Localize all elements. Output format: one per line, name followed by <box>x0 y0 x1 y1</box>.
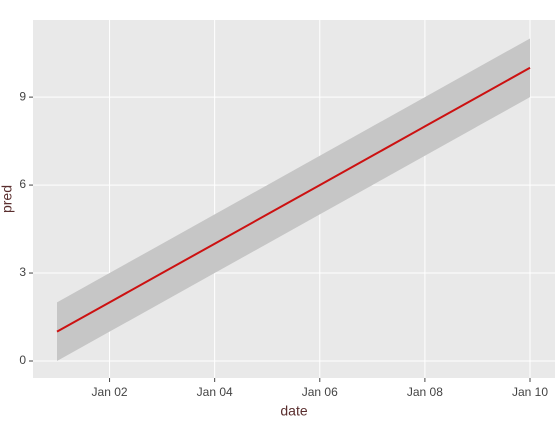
y-tick-label: 9 <box>19 89 26 103</box>
prediction-line <box>56 66 531 333</box>
x-tick-label: Jan 04 <box>197 385 233 399</box>
x-tick-label: Jan 08 <box>407 385 443 399</box>
x-tick-label: Jan 06 <box>302 385 338 399</box>
y-axis-title: pred <box>0 185 15 213</box>
x-axis-title: date <box>280 403 307 419</box>
y-tick-label: 3 <box>19 265 26 279</box>
x-tick-label: Jan 10 <box>512 385 548 399</box>
y-tick-label: 0 <box>19 353 26 367</box>
x-tick-label: Jan 02 <box>92 385 128 399</box>
y-tick-label: 6 <box>19 177 26 191</box>
